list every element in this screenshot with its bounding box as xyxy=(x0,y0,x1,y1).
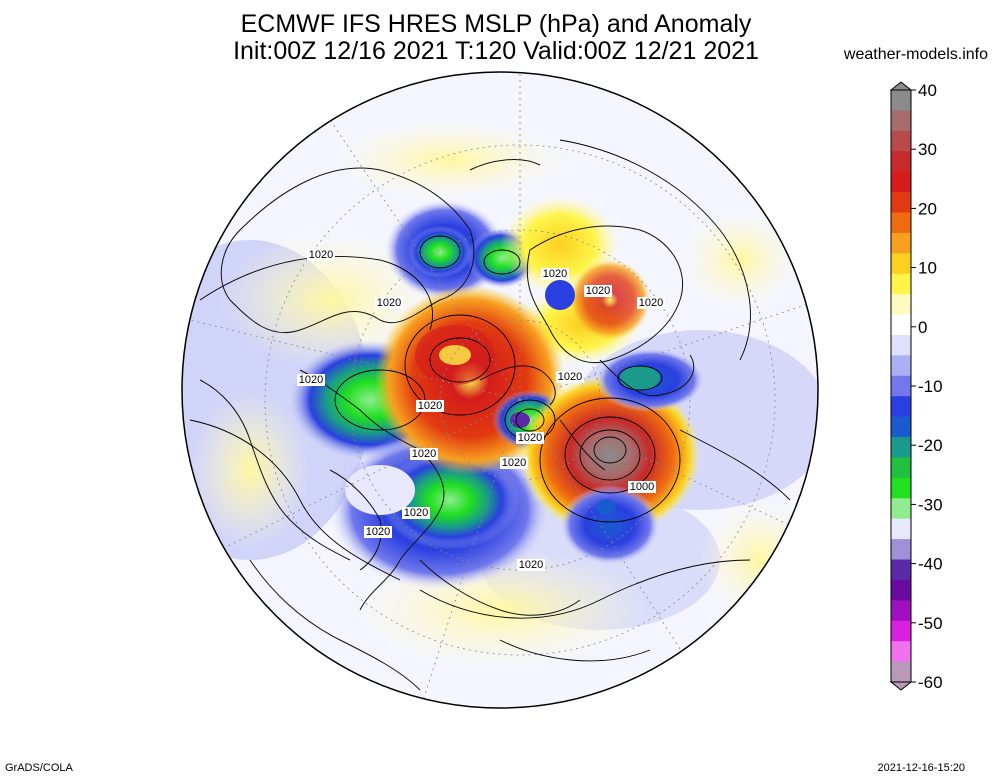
colorbar-label: -10 xyxy=(918,377,943,396)
source-credit: weather-models.info xyxy=(843,46,988,63)
colorbar-segment xyxy=(891,416,911,438)
isobar-label: 1020 xyxy=(586,285,610,297)
isobar-label: 1020 xyxy=(558,371,582,383)
isobar-label-bg xyxy=(375,297,403,309)
colorbar-max-arrow xyxy=(889,81,913,91)
colorbar-segment xyxy=(891,579,911,601)
colorbar-segment xyxy=(891,641,911,663)
colorbar-segment xyxy=(891,620,911,642)
isobar-label: 1020 xyxy=(418,400,442,412)
isobar-label-bg xyxy=(541,268,569,280)
isobar-label: 1020 xyxy=(518,432,542,444)
colorbar-segment xyxy=(891,457,911,479)
colorbar-label: 30 xyxy=(918,140,937,159)
isobar-label-bg xyxy=(628,481,656,493)
colorbar-segment xyxy=(891,600,911,622)
isobar-label-bg xyxy=(416,400,444,412)
isobar-label-bg xyxy=(410,448,438,460)
isobar-label-bg xyxy=(500,457,528,469)
colorbar-segment xyxy=(891,355,911,377)
colorbar: 40 30 20 10 0 -10 -20 -30 -40 -50 -60 xyxy=(889,81,943,692)
colorbar-segment xyxy=(891,396,911,418)
colorbar-label: -60 xyxy=(918,673,943,692)
colorbar-segment xyxy=(891,212,911,234)
isobar-label: 1020 xyxy=(404,507,428,519)
colorbar-segment xyxy=(891,661,911,683)
isobar-label: 1020 xyxy=(543,268,567,280)
isobar-label-bg xyxy=(516,432,544,444)
colorbar-segment xyxy=(891,518,911,540)
colorbar-segment xyxy=(891,334,911,356)
colorbar-label: 40 xyxy=(918,81,937,100)
isobar-label-bg xyxy=(637,297,665,309)
anomaly-field xyxy=(182,72,818,708)
isobar-label: 1020 xyxy=(377,297,401,309)
colorbar-segment xyxy=(891,437,911,458)
colorbar-segment xyxy=(891,253,911,275)
colorbar-label: 20 xyxy=(918,199,937,218)
colorbar-label: -30 xyxy=(918,495,943,514)
colorbar-segment xyxy=(891,232,911,254)
colorbar-label: 0 xyxy=(918,318,927,337)
colorbar-segment xyxy=(891,90,911,111)
colorbar-segment xyxy=(891,273,911,295)
isobar-label-bg xyxy=(364,526,392,538)
isobar-label-bg xyxy=(307,249,335,261)
isobar-label: 1020 xyxy=(299,374,323,386)
isobar-label: 1020 xyxy=(309,249,333,261)
map-title: ECMWF IFS HRES MSLP (hPa) and Anomaly xyxy=(240,10,752,38)
colorbar-segment xyxy=(891,375,911,397)
colorbar-segment xyxy=(891,539,911,561)
colorbar-segment xyxy=(891,192,911,213)
colorbar-segment xyxy=(891,130,911,152)
colorbar-min-arrow xyxy=(889,681,913,691)
colorbar-segment xyxy=(891,171,911,193)
colorbar-label: -40 xyxy=(918,555,943,574)
colorbar-segment xyxy=(891,314,911,336)
isobar-label-bg xyxy=(517,559,545,571)
colorbar-segment xyxy=(891,498,911,520)
isobar-label-bg xyxy=(297,374,325,386)
globe-outline xyxy=(181,71,819,709)
isobar-label: 1000 xyxy=(630,481,654,493)
colorbar-label: -50 xyxy=(918,614,943,633)
colorbar-segment xyxy=(891,151,911,173)
isobar-label: 1020 xyxy=(366,526,390,538)
isobar-label: 1020 xyxy=(412,448,436,460)
colorbar-label: 10 xyxy=(918,259,937,278)
isobar-label-bg xyxy=(402,507,430,519)
colorbar-label: -20 xyxy=(918,436,943,455)
timestamp: 2021-12-16-15:20 xyxy=(877,762,965,774)
map-subtitle: Init:00Z 12/16 2021 T:120 Valid:00Z 12/2… xyxy=(233,37,759,65)
isobar-label-bg xyxy=(584,285,612,297)
isobar-labels: 1020 1020 1020 1020 1020 1020 1020 1020 1020 1020… xyxy=(297,249,665,571)
colorbar-segment xyxy=(891,294,911,316)
isobar-label: 1020 xyxy=(639,297,663,309)
isobar-label-bg xyxy=(556,371,584,383)
isobar-label: 1020 xyxy=(519,559,543,571)
colorbar-segment xyxy=(891,110,911,132)
software-credit: GrADS/COLA xyxy=(5,762,73,774)
colorbar-segment xyxy=(891,559,911,581)
isobar-label: 1020 xyxy=(502,457,526,469)
colorbar-segment xyxy=(891,477,911,499)
